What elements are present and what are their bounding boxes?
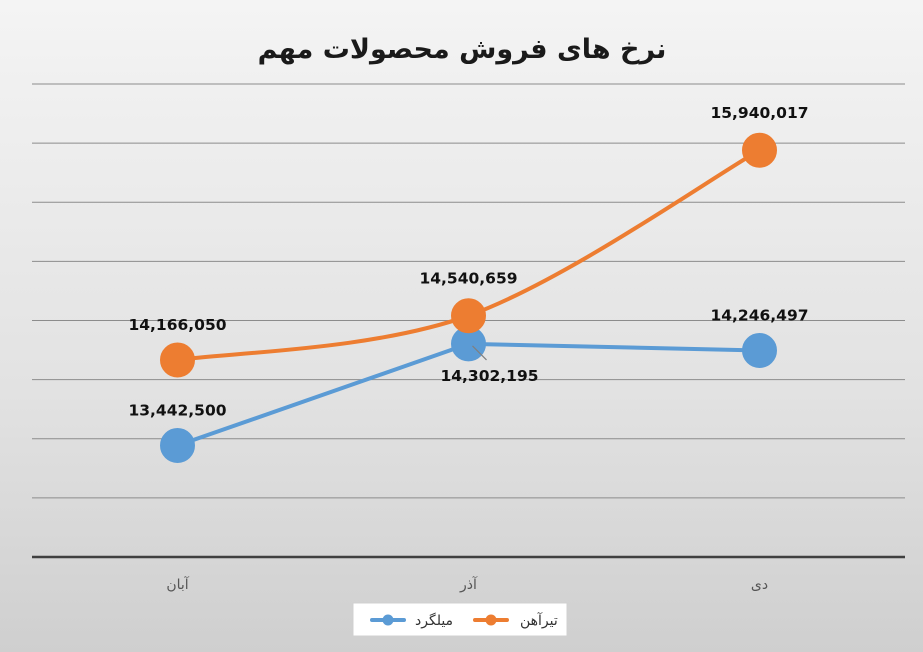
data-label: 14,540,659	[419, 270, 517, 288]
x-tick-labels: آبان آذر دی	[166, 576, 768, 593]
x-tick-label: دی	[751, 577, 768, 593]
data-point	[742, 132, 777, 168]
series-markers	[160, 132, 777, 464]
legend-label: تیرآهن	[520, 612, 558, 629]
legend-swatch-marker	[382, 614, 394, 626]
series-lines	[175, 148, 762, 448]
legend-swatch-marker	[485, 614, 497, 626]
data-label: 14,166,050	[128, 316, 226, 334]
data-point	[742, 332, 777, 368]
data-point	[160, 428, 195, 464]
data-label: 13,442,500	[128, 402, 226, 420]
x-tick-label: آذر	[459, 576, 478, 593]
data-label: 14,246,497	[710, 306, 808, 324]
legend: تیرآهن میلگرد	[352, 602, 568, 637]
data-label: 15,940,017	[710, 104, 808, 122]
x-tick-label: آبان	[166, 576, 189, 593]
data-labels: 13,442,500 14,302,195 14,246,497 14,166,050…	[128, 104, 808, 419]
data-point	[451, 298, 486, 334]
data-point	[160, 342, 195, 378]
data-label: 14,302,195	[440, 367, 538, 385]
label-leader-line	[472, 345, 487, 361]
legend-label: میلگرد	[415, 612, 453, 629]
chart-title: نرخ های فروش محصولات مهم	[258, 34, 667, 65]
